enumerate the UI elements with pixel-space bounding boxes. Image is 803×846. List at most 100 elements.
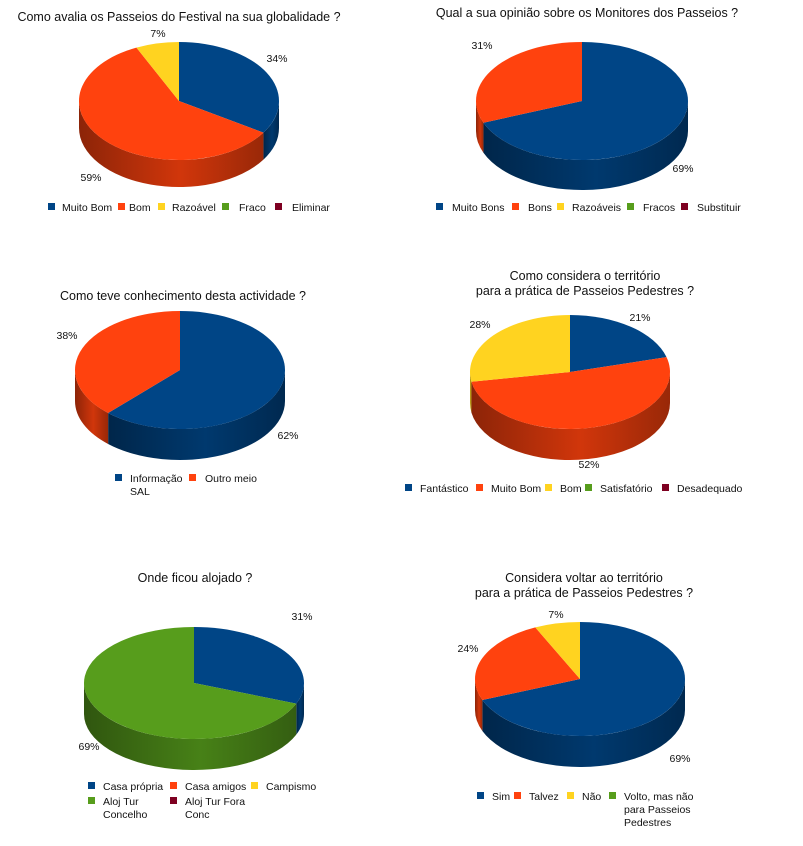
legend-swatch <box>514 792 521 799</box>
slice-percent-label: 21% <box>629 312 650 324</box>
pie-slice-aloj-tur-concelho <box>84 627 297 740</box>
legend-label: Volto, mas não <box>624 791 694 803</box>
chart-title: para a prática de Passeios Pedestres ? <box>476 284 694 298</box>
legend-label: Outro meio <box>205 473 257 485</box>
legend-label: Concelho <box>103 809 148 821</box>
legend-label: Conc <box>185 809 210 821</box>
legend-swatch <box>189 474 196 481</box>
slice-percent-label: 62% <box>277 430 298 442</box>
slice-percent-label: 69% <box>672 163 693 175</box>
legend-label: Razoáveis <box>572 202 621 214</box>
chart-legend: Muito Bons Bons Razoáveis Fracos Substituir <box>436 202 741 214</box>
pie-side-walls <box>84 683 304 771</box>
pie-side-walls <box>475 679 685 767</box>
chart-title: Como avalia os Passeios do Festival na s… <box>17 10 340 24</box>
legend-swatch <box>158 203 165 210</box>
legend-swatch <box>627 203 634 210</box>
legend-label: Campismo <box>266 781 316 793</box>
pie-slice-informa-o-sal <box>108 311 285 430</box>
legend-label: Aloj Tur Fora <box>185 796 245 808</box>
pie-wall-segment <box>75 370 109 445</box>
pie-wall-segment <box>483 101 688 191</box>
pie-wall-segment <box>471 372 670 460</box>
pie-chart-1: Como avalia os Passeios do Festival na s… <box>17 10 340 214</box>
legend-label: Pedestres <box>624 817 671 829</box>
pie-wall-segment <box>108 370 285 460</box>
pie-side-walls <box>75 370 285 460</box>
pie-slice-sim <box>482 622 686 736</box>
slice-percent-label: 38% <box>56 330 77 342</box>
pie-slice-bom <box>470 315 570 382</box>
legend-swatch <box>585 484 592 491</box>
pie-slice-bons <box>475 42 582 123</box>
legend-swatch <box>88 782 95 789</box>
pie-slice-muito-bom <box>179 42 279 133</box>
pie-wall-segment <box>476 101 484 153</box>
slice-percent-label: 69% <box>669 753 690 765</box>
chart-title: para a prática de Passeios Pedestres ? <box>475 586 693 600</box>
chart-title: Qual a sua opinião sobre os Monitores do… <box>436 6 738 20</box>
pie-chart-3: Como teve conhecimento desta actividade … <box>56 289 306 498</box>
chart-title: Considera voltar ao território <box>505 571 663 585</box>
slice-percent-label: 28% <box>469 319 490 331</box>
slice-percent-label: 52% <box>578 459 599 471</box>
slice-percent-label: 7% <box>548 609 563 621</box>
legend-label: Talvez <box>529 791 559 803</box>
legend-label: Fracos <box>643 202 675 214</box>
legend-swatch <box>170 782 177 789</box>
legend-label: Sim <box>492 791 510 803</box>
slice-percent-label: 69% <box>78 741 99 753</box>
legend-swatch <box>681 203 688 210</box>
pie-wall-segment <box>470 372 472 413</box>
legend-label: Casa amigos <box>185 781 246 793</box>
legend-swatch <box>436 203 443 210</box>
legend-swatch <box>170 797 177 804</box>
chart-title: Como teve conhecimento desta actividade … <box>60 289 306 303</box>
legend-label: Aloj Tur <box>103 796 139 808</box>
legend-label: Muito Bons <box>452 202 505 214</box>
legend-label: Fraco <box>239 202 266 214</box>
pie-wall-segment <box>79 101 264 188</box>
legend-swatch <box>662 484 669 491</box>
legend-swatch <box>251 782 258 789</box>
legend-swatch <box>222 203 229 210</box>
slice-percent-label: 59% <box>80 172 101 184</box>
slice-percent-label: 7% <box>150 28 165 40</box>
legend-label: Fantástico <box>420 483 469 495</box>
legend-label: para Passeios <box>624 804 691 816</box>
slice-percent-label: 31% <box>291 611 312 623</box>
legend-label: Bom <box>129 202 151 214</box>
chart-title: Como considera o território <box>510 269 661 283</box>
legend-label: Muito Bom <box>491 483 541 495</box>
pie-slice-talvez <box>475 627 580 700</box>
legend-label: Razoável <box>172 202 216 214</box>
legend-label: Muito Bom <box>62 202 112 214</box>
legend-label: Bom <box>560 483 582 495</box>
legend-swatch <box>405 484 412 491</box>
pie-side-walls <box>79 101 279 188</box>
pie-slice-outro-meio <box>75 311 180 414</box>
pie-slice-razo-vel <box>136 42 179 101</box>
legend-swatch <box>118 203 125 210</box>
pie-wall-segment <box>84 683 297 771</box>
legend-swatch <box>275 203 282 210</box>
legend-label: Informação <box>130 473 183 485</box>
legend-label: Não <box>582 791 601 803</box>
pie-wall-segment <box>482 679 685 767</box>
legend-swatch <box>567 792 574 799</box>
legend-label: SAL <box>130 486 150 498</box>
legend-label: Substituir <box>697 202 741 214</box>
legend-label: Bons <box>528 202 552 214</box>
legend-swatch <box>476 484 483 491</box>
legend-swatch <box>115 474 122 481</box>
chart-legend: Muito Bom Bom Razoável Fraco Eliminar <box>48 202 330 214</box>
pie-side-walls <box>476 101 688 191</box>
pie-slice-casa-pr-pria <box>194 627 305 704</box>
legend-swatch <box>48 203 55 210</box>
